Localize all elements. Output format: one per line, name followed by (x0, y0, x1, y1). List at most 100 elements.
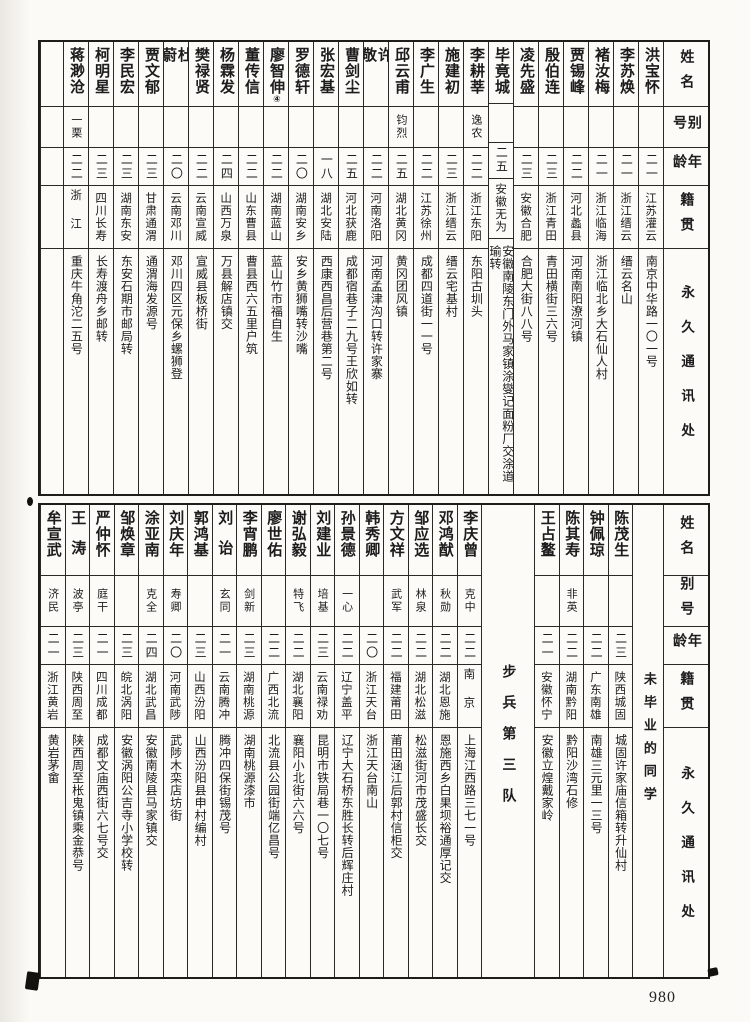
person-name: 韩秀卿 (363, 510, 382, 558)
address-cell: 河南孟津沟口转许家寨 (364, 249, 388, 494)
age-cell: 二二 (408, 627, 432, 665)
person-address: 蓝山竹市福自生 (269, 255, 284, 343)
name-cell: 贾锡峰 (564, 42, 588, 107)
person-column: 毕竟城 二五 安徽无为 安徽南陵东门外马家镇涂燮记面粉厂交涂道瑜转 (488, 42, 513, 494)
native-cell: 陕西城固 (608, 665, 632, 728)
name-cell: 许敬 (364, 42, 388, 107)
person-column: 牟宣武 济民 二一 浙江黄岩 黄岩茅畲 (40, 505, 65, 977)
age-cell: 二〇 (163, 627, 187, 665)
native-cell: 浙江青田 (539, 186, 563, 249)
age-cell: 二五 (489, 143, 513, 179)
person-age: 二三 (94, 152, 109, 181)
native-cell: 云南宣威 (189, 186, 213, 249)
alias-cell (608, 576, 632, 627)
alias-cell (239, 107, 263, 148)
section-cell: 步兵第三队 (482, 505, 534, 977)
person-age: 二一 (644, 152, 659, 181)
header-native-label: 籍贯 (678, 671, 695, 721)
squad-label: 步兵第三队 (500, 663, 517, 819)
person-alias: 剑新 (242, 588, 256, 614)
person-name: 蒋渺沧 (67, 47, 86, 95)
alias-cell: 特飞 (286, 576, 310, 627)
alias-cell: 秋勋 (433, 576, 457, 627)
age-cell: 二二 (457, 627, 481, 665)
scan-artifact (24, 971, 41, 991)
person-name: 李广生 (417, 47, 436, 95)
person-native: 浙江缙云 (444, 192, 459, 242)
native-cell: 浙江东阳 (464, 186, 488, 249)
person-native: 湖北松滋 (413, 671, 428, 721)
person-age: 二〇 (294, 152, 309, 181)
alias-cell (359, 576, 383, 627)
person-age: 二二 (244, 152, 259, 181)
person-age: 二二 (266, 631, 281, 660)
person-name: 邹应选 (412, 510, 431, 558)
age-cell: 二三 (439, 148, 463, 186)
person-native: 湖南桃源 (241, 671, 256, 721)
name-cell: 王占鳌 (535, 505, 559, 576)
person-age: 二二 (438, 631, 453, 660)
name-cell: 刘庆年 (163, 505, 187, 576)
age-cell: 二三 (514, 148, 538, 186)
address-cell: 重庆牛角沱二五号 (64, 249, 88, 494)
name-cell: 牟宣武 (41, 505, 65, 576)
person-age: 二一 (217, 631, 232, 660)
address-cell: 东安石期市邮局转 (114, 249, 138, 494)
address-cell: 陕西周至枨鬼镇乘金恭号 (66, 728, 90, 977)
section-column-not-graduated: 未毕业的同学 (632, 505, 663, 977)
person-native: 浙江 (69, 188, 84, 246)
native-cell: 湖北武昌 (139, 665, 163, 728)
person-age: 二三 (70, 631, 85, 660)
name-cell: 李苏焕 (614, 42, 638, 107)
person-address: 东安石期市邮局转 (119, 255, 134, 355)
name-cell: 张宏基 (314, 42, 338, 107)
address-cell: 长寿渡舟乡邮转 (89, 249, 113, 494)
person-address: 安徽立煌戴家岭 (540, 734, 555, 822)
alias-cell (114, 576, 138, 627)
address-cell: 南雄三元里一三号 (584, 728, 608, 977)
alias-cell (314, 107, 338, 148)
age-cell: 二三 (65, 627, 89, 665)
age-cell: 二三 (608, 627, 632, 665)
person-address: 城固许家庙信箱转升仙村 (613, 734, 628, 872)
person-native: 河南洛阳 (369, 192, 384, 242)
address-cell: 襄阳小北街六六号 (286, 728, 310, 977)
age-cell: 二五 (389, 148, 413, 186)
alias-cell: 寿卿 (163, 576, 187, 627)
person-name: 孙景德 (338, 510, 357, 558)
person-native: 陕西周至 (70, 671, 85, 721)
native-cell: 甘肃通渭 (139, 186, 163, 249)
name-cell: 谢弘毅 (286, 505, 310, 576)
native-cell: 湖北恩施 (433, 665, 457, 728)
person-address: 浙江临北乡大石仙人村 (594, 255, 609, 380)
person-name: 陈其寿 (563, 510, 582, 558)
header-cell-name: 姓名 (664, 42, 708, 107)
person-name: 毕竟城 (492, 47, 511, 95)
person-column: 董传信 二二 山东曹县 曹县西六五里户筑 (238, 42, 263, 494)
person-native: 浙江黄岩 (45, 671, 60, 721)
person-age: 二三 (519, 152, 534, 181)
alias-cell: 非英 (559, 576, 583, 627)
age-cell: 二二 (64, 148, 88, 186)
name-cell: 刘建业 (310, 505, 334, 576)
header-address-label: 永久通讯处 (678, 766, 695, 939)
person-column: 方文祥 武军 二二 福建莆田 莆田涵江后郭村信柜交 (383, 505, 408, 977)
person-age: 二二 (389, 631, 404, 660)
person-age: 二二 (462, 631, 477, 660)
person-name: 李庆曾 (461, 510, 480, 558)
alias-cell: 庭干 (90, 576, 114, 627)
person-alias: 培基 (316, 588, 330, 614)
address-cell: 邓川四区元保乡螺狮登 (164, 249, 188, 494)
native-cell: 山西汾阳 (188, 665, 212, 728)
age-cell: 二三 (89, 148, 113, 186)
person-age: 二〇 (169, 152, 184, 181)
person-address: 昆明市铁局巷一〇七号 (315, 734, 330, 859)
name-cell: 廖智伸④ (264, 42, 288, 107)
native-cell: 云南腾冲 (212, 665, 236, 728)
person-column: 柯明星 二三 四川长寿 长寿渡舟乡邮转 (88, 42, 113, 494)
alias-cell: 培基 (310, 576, 334, 627)
person-column: 陈其寿 非英 二二 湖南黔阳 黔阳沙湾石修 (558, 505, 583, 977)
person-column: 曹剑尘 二五 河北获鹿 成都宿巷子二九号王欣如转 (338, 42, 363, 494)
not-graduated-label: 未毕业的同学 (640, 672, 656, 810)
person-address: 成都宿巷子二九号王欣如转 (344, 255, 359, 405)
